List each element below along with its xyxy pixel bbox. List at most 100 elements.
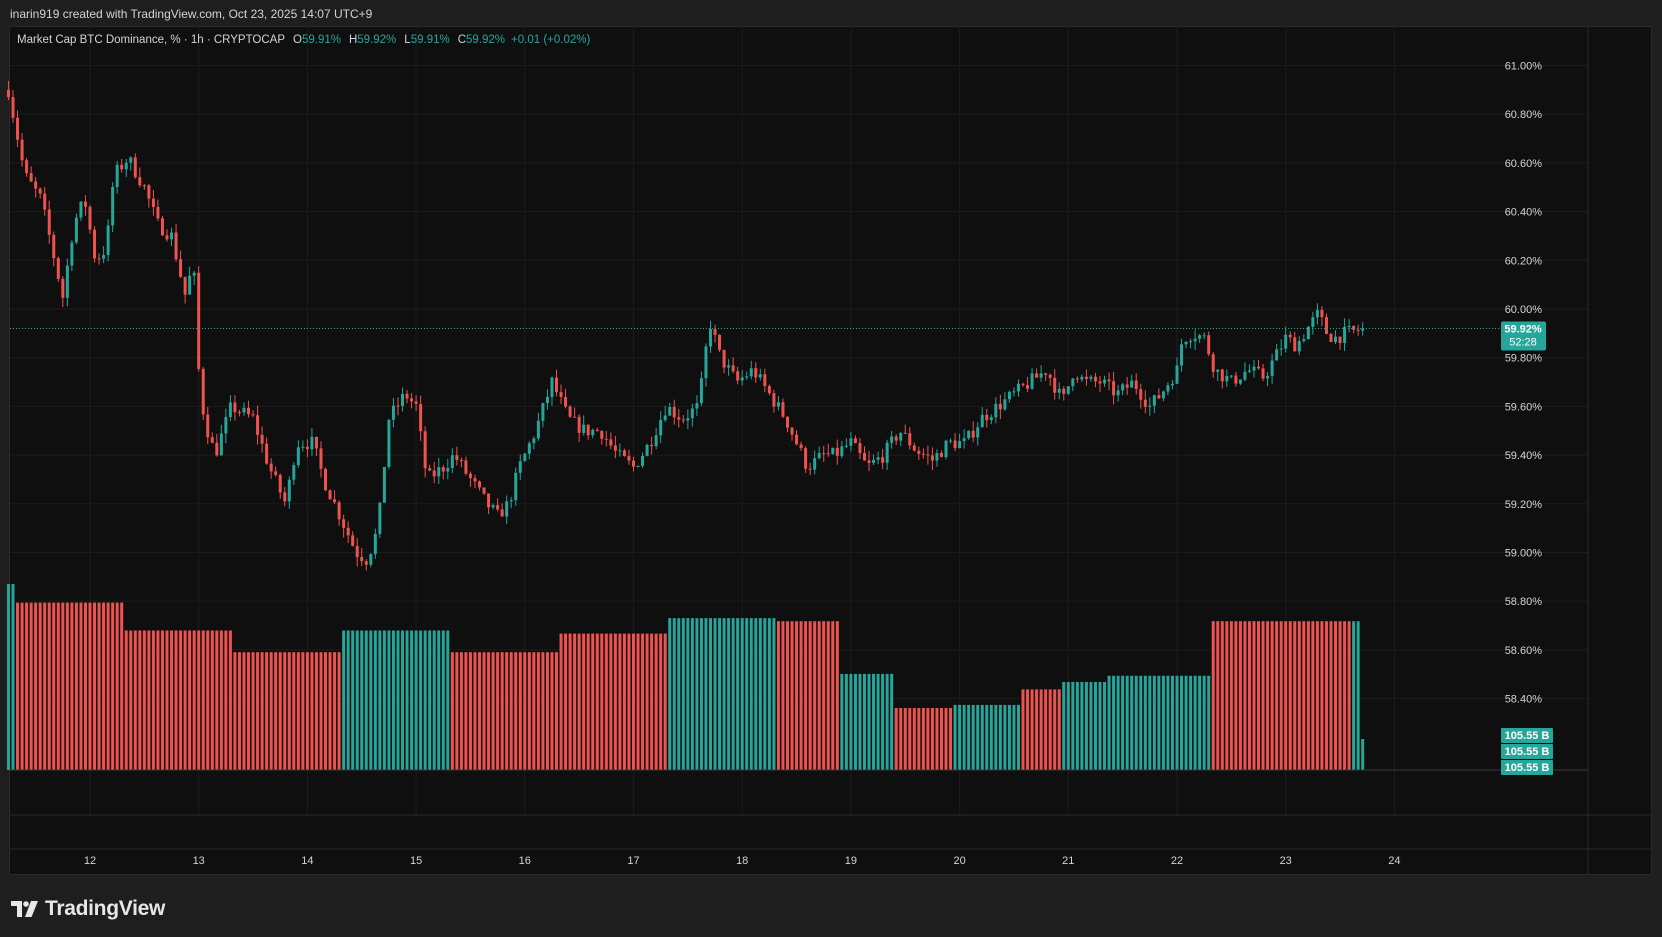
candle-body xyxy=(555,377,559,393)
open-label: O xyxy=(293,34,302,46)
volume-bar xyxy=(319,652,323,770)
volume-bar xyxy=(1324,621,1328,770)
volume-bar xyxy=(210,630,214,770)
candle-body xyxy=(423,431,427,469)
volume-bar xyxy=(351,630,355,770)
volume-bar xyxy=(1275,621,1279,770)
candle-body xyxy=(912,445,916,451)
volume-bar xyxy=(1057,689,1061,770)
candle-body xyxy=(736,371,740,381)
candle-body xyxy=(949,440,953,442)
volume-bar xyxy=(881,673,885,770)
candle-body xyxy=(1026,385,1030,389)
volume-bar xyxy=(618,633,622,770)
candle-body xyxy=(1220,369,1224,382)
candle-body xyxy=(622,450,626,457)
candle-body xyxy=(795,434,799,445)
volume-bar xyxy=(219,630,223,770)
candle-body xyxy=(862,453,866,461)
candle-body xyxy=(582,424,586,433)
candle-body xyxy=(455,455,459,460)
volume-bar xyxy=(206,630,210,770)
volume-bar xyxy=(650,633,654,770)
volume-bar xyxy=(414,630,418,770)
volume-bar xyxy=(985,704,989,770)
volume-bar xyxy=(34,602,38,770)
tradingview-logo[interactable]: TradingView xyxy=(11,897,165,921)
candle-body xyxy=(102,255,106,259)
volume-bar xyxy=(1279,621,1283,770)
price-axis: 61.00% 60.80% 60.60% 60.40% 60.20% 60.00% 59.8… xyxy=(1505,61,1543,706)
volume-bar xyxy=(1039,689,1043,770)
candle-body xyxy=(1356,329,1360,331)
candle-body xyxy=(822,453,826,455)
candle-body xyxy=(903,432,907,434)
candle-body xyxy=(1148,405,1152,407)
candle-body xyxy=(853,438,857,444)
volume-bar xyxy=(328,652,332,770)
volume-bar xyxy=(935,708,939,770)
volume-bar xyxy=(138,630,142,770)
volume-bar xyxy=(1121,675,1125,770)
volume-bar xyxy=(912,708,916,770)
price-tick-label: 60.80% xyxy=(1505,109,1543,121)
candle-body xyxy=(1053,377,1057,393)
volume-bar xyxy=(595,633,599,770)
candle-body xyxy=(1084,376,1088,379)
candle-body xyxy=(618,450,622,452)
volume-bar xyxy=(83,602,87,770)
price-tick-label: 60.00% xyxy=(1505,304,1543,316)
volume-bar xyxy=(1293,621,1297,770)
candle-body xyxy=(1139,389,1143,400)
candle-body xyxy=(876,457,880,460)
volume-bar xyxy=(1189,675,1193,770)
volume-bar xyxy=(88,602,92,770)
volume-bar xyxy=(201,630,205,770)
change-value: +0.01 (+0.02%) xyxy=(511,34,591,46)
candle-body xyxy=(373,533,377,555)
candle-body xyxy=(450,455,454,468)
candle-body xyxy=(478,481,482,488)
candle-body xyxy=(446,467,450,472)
candle-body xyxy=(541,403,545,421)
high-value: 59.92% xyxy=(357,34,397,46)
candle-body xyxy=(468,473,472,479)
candle-body xyxy=(1338,336,1342,343)
candle-body xyxy=(754,368,758,378)
candle-body xyxy=(1324,317,1328,334)
volume-bar xyxy=(672,618,676,770)
candle-body xyxy=(1152,395,1156,406)
candle-body xyxy=(935,453,939,461)
volume-bar xyxy=(292,652,296,770)
volume-bar xyxy=(1143,675,1147,770)
volume-bar xyxy=(1343,621,1347,770)
high-label: H xyxy=(348,34,358,46)
candle-body xyxy=(1107,379,1111,382)
candle-body xyxy=(790,427,794,435)
time-tick-label: 24 xyxy=(1388,855,1400,867)
volume-bar xyxy=(790,621,794,770)
chart-legend[interactable]: Market Cap BTC Dominance, % · 1h · CRYPT… xyxy=(17,34,590,46)
candle-body xyxy=(1216,369,1220,372)
candle-body xyxy=(1247,370,1251,372)
candle-body xyxy=(867,460,871,463)
candle-body xyxy=(976,427,980,438)
candle-body xyxy=(718,334,722,350)
price-tick-label: 59.80% xyxy=(1505,353,1543,365)
candle-body xyxy=(998,403,1002,410)
candle-body xyxy=(287,479,291,502)
volume-bar xyxy=(736,618,740,770)
candle-body xyxy=(632,460,635,467)
candle-body xyxy=(256,415,260,435)
candle-body xyxy=(1234,375,1238,384)
volume-bar xyxy=(849,673,853,770)
candle-body xyxy=(536,420,540,439)
candle-body xyxy=(142,185,146,187)
volume-bar xyxy=(342,630,346,770)
candle-body xyxy=(61,278,65,298)
candle-body xyxy=(677,417,681,420)
candle-body xyxy=(419,403,423,432)
chart-panel[interactable] xyxy=(9,26,1652,875)
candle-body xyxy=(29,173,33,182)
